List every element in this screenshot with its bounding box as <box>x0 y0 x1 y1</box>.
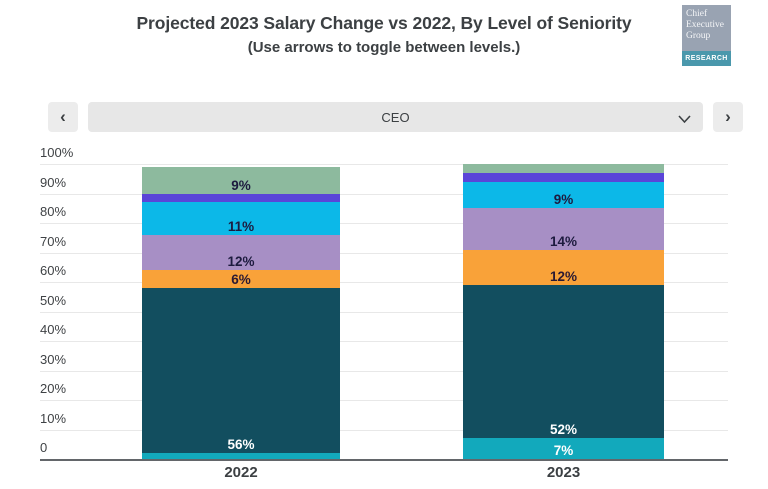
y-tick-label: 50% <box>40 292 67 308</box>
bar-segment-bright-teal-bottom: 7% <box>463 438 664 459</box>
y-tick-label: 70% <box>40 233 67 249</box>
gridline <box>40 193 728 195</box>
chart-subtitle: (Use arrows to toggle between levels.) <box>247 39 521 56</box>
logo-research-label: RESEARCH <box>682 51 731 66</box>
x-axis-line <box>40 459 728 461</box>
bar-segment-violet <box>142 193 340 203</box>
gridline <box>40 164 728 165</box>
x-category-label: 2022 <box>224 464 258 481</box>
y-tick-label: 0 <box>40 440 48 455</box>
y-tick-label: 60% <box>40 263 67 278</box>
bar-segment-sage-green <box>463 164 664 173</box>
y-tick-label: 80% <box>40 204 67 219</box>
segment-label: 9% <box>231 177 251 193</box>
segment-label: 14% <box>549 233 578 249</box>
y-tick-label: 30% <box>40 351 67 367</box>
gridline <box>40 282 728 283</box>
level-toolbar: ‹ CEO › <box>0 102 768 132</box>
bar-segment-orange: 6% <box>142 270 340 288</box>
bar-segment-lavender: 12% <box>142 234 340 271</box>
gridline <box>40 370 728 372</box>
bar-segment-orange: 12% <box>463 249 664 285</box>
bar-segment-lavender: 14% <box>463 208 664 250</box>
bar-segment-dark-teal: 52% <box>463 284 664 439</box>
y-tick-label: 10% <box>40 410 67 426</box>
gridline <box>40 223 728 224</box>
next-level-button[interactable]: › <box>713 102 743 132</box>
segment-label: 9% <box>553 192 574 208</box>
logo-line: Executive <box>686 20 724 30</box>
bar-segment-violet <box>463 172 664 182</box>
stacked-bar-2022: 56% 6% 12% 11% 9% <box>142 167 340 459</box>
gridline <box>40 252 728 254</box>
previous-level-button[interactable]: ‹ <box>48 102 78 132</box>
bar-segment-cyan: 9% <box>463 181 664 209</box>
y-tick-label: 100% <box>40 145 74 160</box>
y-tick-label: 20% <box>40 381 67 396</box>
logo-line: Chief <box>686 9 708 19</box>
bar-segment-dark-teal: 56% <box>142 287 340 454</box>
segment-label: 12% <box>549 268 578 284</box>
bar-segment-sage-green: 9% <box>142 167 340 194</box>
bar-segment-cyan: 11% <box>142 202 340 235</box>
segment-label: 52% <box>549 422 578 438</box>
y-tick-label: 40% <box>40 322 67 337</box>
segment-label: 11% <box>227 218 255 234</box>
segment-label: 56% <box>227 437 255 453</box>
chevron-down-icon <box>678 111 691 129</box>
level-dropdown[interactable]: CEO <box>88 102 703 132</box>
segment-label: 12% <box>227 254 255 270</box>
segment-label: 7% <box>553 443 574 458</box>
gridline <box>40 341 728 342</box>
gridline <box>40 311 728 313</box>
segment-label: 6% <box>231 271 251 287</box>
bar-segment-bright-teal-bottom <box>142 453 340 459</box>
y-tick-label: 90% <box>40 174 67 190</box>
gridline <box>40 429 728 431</box>
logo-line: Group <box>686 31 711 41</box>
x-category-label: 2023 <box>546 464 581 481</box>
chart-title: Projected 2023 Salary Change vs 2022, By… <box>136 13 632 33</box>
level-dropdown-value: CEO <box>381 109 410 125</box>
gridline <box>40 400 728 401</box>
stacked-bar-2023: 7% 52% 12% 14% 9% <box>463 164 664 459</box>
chief-executive-group-logo: Chief Executive Group RESEARCH <box>682 5 731 66</box>
logo-text: Chief Executive Group <box>682 5 731 42</box>
